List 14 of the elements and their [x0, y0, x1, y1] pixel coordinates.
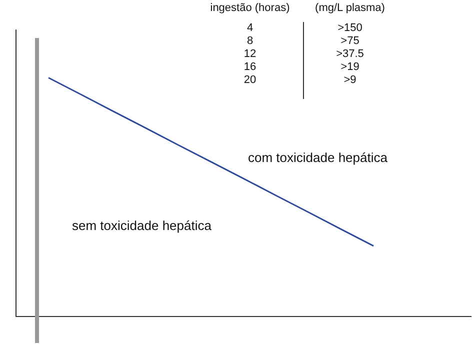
text: (mg/L plasma) [315, 2, 385, 14]
text: >37.5 [336, 48, 364, 60]
text: 16 [244, 61, 256, 73]
annotation: sem toxicidade hepática [72, 218, 212, 233]
text: 12 [244, 48, 256, 60]
text: ingestão (horas) [210, 2, 290, 14]
text: >150 [338, 22, 362, 34]
text: >19 [340, 61, 360, 73]
annotation: com toxicidade hepática [248, 150, 388, 165]
text: 8 [246, 35, 254, 47]
annotation: 20 [244, 74, 256, 86]
text: 4 [246, 22, 254, 34]
text: >75 [340, 35, 360, 47]
annotation: >9 [344, 74, 356, 86]
